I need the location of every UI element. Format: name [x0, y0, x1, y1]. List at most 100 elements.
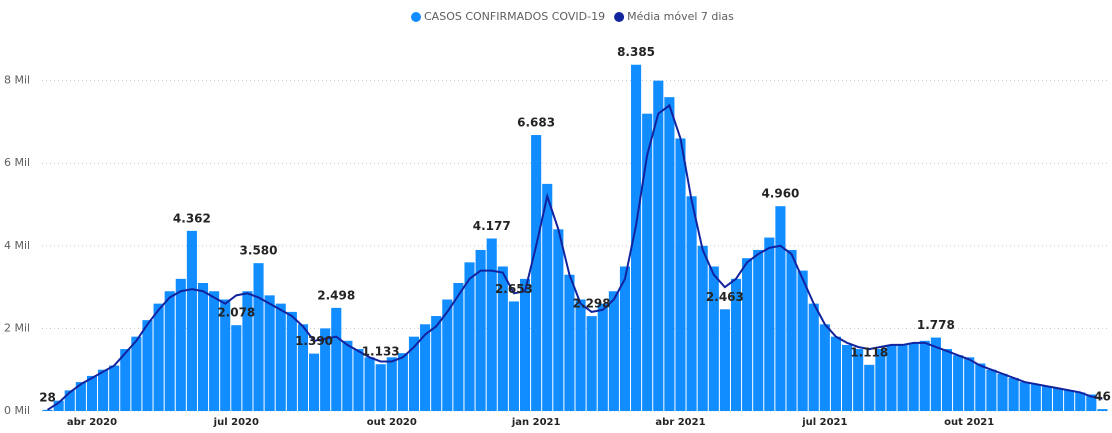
data-label: 1.133: [362, 345, 400, 359]
bar: [730, 278, 742, 411]
bar: [975, 363, 986, 411]
bar: [431, 316, 442, 411]
bar: [797, 270, 808, 411]
bar: [475, 249, 486, 411]
bar: [175, 278, 186, 411]
bar: [553, 229, 564, 411]
bar: [1052, 388, 1064, 411]
bar: [830, 336, 841, 411]
y-tick-label: 4 Mil: [4, 239, 30, 252]
bar: [375, 364, 386, 411]
bar: [186, 230, 197, 411]
x-tick-label: jan 2021: [511, 417, 561, 428]
bar: [153, 303, 164, 411]
data-label: 1.118: [850, 345, 888, 359]
bar: [930, 337, 941, 411]
bar: [853, 349, 864, 411]
bar: [897, 344, 908, 411]
bar: [131, 336, 142, 411]
legend-label: CASOS CONFIRMADOS COVID-19: [424, 10, 605, 23]
bar: [364, 357, 375, 411]
y-tick-label: 0 Mil: [4, 404, 30, 417]
bar: [297, 324, 308, 411]
bar: [575, 299, 586, 411]
bar: [708, 266, 719, 411]
bar: [342, 340, 353, 411]
bar: [664, 97, 675, 411]
bar: [353, 349, 364, 411]
bar: [1064, 390, 1075, 411]
data-label: 46: [1094, 390, 1111, 404]
bar: [1008, 377, 1019, 411]
bar: [642, 113, 653, 412]
data-label: 2.498: [317, 288, 355, 302]
bar: [442, 299, 453, 411]
bar: [1030, 384, 1041, 411]
bar: [764, 237, 775, 411]
bar: [386, 357, 397, 411]
bar: [675, 138, 686, 412]
bar: [719, 309, 730, 411]
data-label: 28: [39, 390, 56, 404]
bar: [320, 328, 331, 411]
bar: [453, 282, 464, 411]
bar: [497, 266, 508, 411]
y-tick-label: 2 Mil: [4, 321, 30, 334]
bar: [564, 274, 575, 411]
bar: [997, 373, 1008, 411]
data-label: 2.463: [706, 290, 744, 304]
bar: [697, 245, 708, 411]
bar: [464, 262, 475, 411]
bar: [164, 291, 175, 411]
bar: [964, 357, 975, 411]
bar: [819, 324, 830, 411]
bar: [1086, 394, 1097, 411]
bar: [753, 249, 764, 411]
bar: [1075, 392, 1086, 411]
x-tick-label: abr 2021: [655, 417, 705, 428]
legend-label: Média móvel 7 dias: [627, 10, 734, 23]
bar: [941, 349, 953, 411]
data-label: 1.778: [917, 318, 955, 332]
bar: [808, 303, 819, 411]
bar: [542, 183, 553, 411]
data-label: 4.177: [473, 219, 511, 233]
bar: [886, 344, 897, 411]
legend-marker: [411, 12, 421, 22]
bar: [42, 409, 53, 411]
bar: [631, 64, 642, 411]
bar: [231, 325, 242, 411]
bar: [220, 299, 231, 411]
data-label: 2.653: [495, 282, 533, 296]
bar: [531, 135, 542, 411]
bar: [742, 258, 753, 411]
data-label: 1.390: [295, 334, 333, 348]
bar: [1019, 382, 1030, 411]
bar: [253, 263, 264, 411]
bar: [197, 282, 209, 411]
bar: [775, 206, 786, 411]
data-label: 4.362: [173, 211, 211, 225]
bar: [986, 369, 997, 411]
bar: [209, 291, 220, 411]
bar: [864, 364, 875, 411]
bar: [309, 353, 320, 411]
bar: [53, 400, 64, 411]
data-label: 2.298: [573, 297, 611, 311]
bar: [275, 303, 286, 411]
bar: [1041, 386, 1052, 411]
bar: [597, 303, 608, 411]
bar: [842, 344, 853, 411]
bar: [908, 342, 919, 411]
bar: [420, 324, 431, 411]
bar: [953, 355, 964, 411]
bar: [653, 80, 664, 411]
bar: [486, 238, 497, 411]
data-label: 6.683: [517, 116, 555, 130]
bar: [98, 369, 109, 411]
x-tick-label: out 2021: [944, 417, 994, 428]
bar: [1097, 409, 1108, 411]
bar: [508, 301, 519, 411]
bar: [875, 349, 886, 411]
